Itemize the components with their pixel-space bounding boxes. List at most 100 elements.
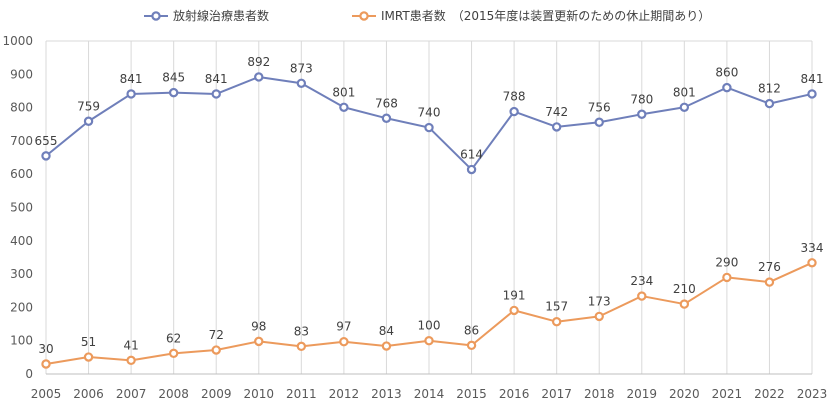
y-tick-label: 0 bbox=[25, 367, 33, 381]
data-label: 234 bbox=[630, 274, 653, 288]
data-point bbox=[807, 89, 817, 99]
data-point bbox=[637, 109, 647, 119]
data-label: 614 bbox=[460, 148, 483, 162]
y-tick-label: 600 bbox=[10, 167, 33, 181]
x-tick-label: 2013 bbox=[371, 387, 402, 401]
x-tick-label: 2017 bbox=[541, 387, 572, 401]
data-point bbox=[466, 164, 477, 175]
data-label: 173 bbox=[588, 294, 611, 308]
data-label: 873 bbox=[290, 61, 313, 75]
x-tick-label: 2014 bbox=[414, 387, 445, 401]
data-point bbox=[168, 87, 179, 98]
y-tick-label: 500 bbox=[10, 201, 33, 215]
data-point bbox=[509, 106, 519, 117]
data-point bbox=[424, 336, 434, 346]
data-label: 892 bbox=[247, 55, 270, 69]
data-label: 841 bbox=[120, 72, 143, 86]
data-label: 290 bbox=[715, 255, 738, 269]
data-label: 62 bbox=[166, 331, 181, 345]
data-point bbox=[722, 272, 732, 283]
data-label: 41 bbox=[123, 338, 138, 352]
data-label: 801 bbox=[673, 85, 696, 99]
y-tick-label: 700 bbox=[10, 134, 33, 148]
data-point bbox=[594, 117, 604, 127]
data-point bbox=[722, 82, 732, 93]
data-label: 51 bbox=[81, 335, 96, 349]
data-point bbox=[551, 317, 562, 327]
data-label: 72 bbox=[209, 328, 224, 342]
data-label: 768 bbox=[375, 96, 398, 110]
data-label: 334 bbox=[801, 241, 824, 255]
series-group bbox=[41, 72, 817, 369]
data-label: 157 bbox=[545, 300, 568, 314]
data-label: 98 bbox=[251, 319, 266, 333]
data-label: 210 bbox=[673, 282, 696, 296]
legend-marker bbox=[151, 11, 161, 21]
data-point bbox=[594, 311, 604, 322]
y-tick-label: 1000 bbox=[2, 34, 33, 48]
data-point bbox=[466, 340, 477, 351]
legend-marker bbox=[359, 11, 369, 21]
data-point bbox=[339, 336, 349, 347]
data-label: 756 bbox=[588, 100, 611, 114]
data-point bbox=[339, 102, 349, 112]
x-tick-label: 2010 bbox=[244, 387, 275, 401]
data-label: 742 bbox=[545, 105, 568, 119]
data-point bbox=[211, 89, 221, 99]
data-point bbox=[551, 122, 562, 132]
data-point bbox=[254, 72, 264, 82]
x-tick-label: 2020 bbox=[669, 387, 700, 401]
x-tick-label: 2022 bbox=[754, 387, 785, 401]
x-tick-label: 2008 bbox=[158, 387, 189, 401]
data-point bbox=[83, 352, 94, 362]
data-label: 83 bbox=[294, 324, 309, 338]
data-point bbox=[254, 336, 264, 347]
data-label: 30 bbox=[38, 342, 53, 356]
data-label: 655 bbox=[35, 134, 58, 148]
data-point bbox=[381, 341, 392, 351]
x-tick-label: 2012 bbox=[329, 387, 360, 401]
data-label: 86 bbox=[464, 323, 479, 337]
data-label: 759 bbox=[77, 99, 100, 113]
data-label: 780 bbox=[630, 92, 653, 106]
legend-label: IMRT患者数 （2015年度は装置更新のための休止期間あり） bbox=[381, 8, 710, 23]
y-axis: 0 100 200 300 400 500 600 700 800 900 1000 bbox=[2, 34, 33, 381]
data-label: 100 bbox=[418, 319, 441, 333]
y-tick-label: 800 bbox=[10, 101, 33, 115]
x-tick-label: 2015 bbox=[456, 387, 487, 401]
data-point bbox=[41, 151, 51, 161]
data-point bbox=[296, 341, 307, 352]
data-point bbox=[509, 305, 519, 316]
data-label: 740 bbox=[418, 106, 441, 120]
x-tick-label: 2006 bbox=[73, 387, 104, 401]
x-tick-label: 2009 bbox=[201, 387, 232, 401]
data-point bbox=[807, 258, 817, 268]
data-point bbox=[424, 122, 434, 133]
data-label: 801 bbox=[332, 85, 355, 99]
legend-label: 放射線治療患者数 bbox=[173, 8, 269, 23]
data-label: 860 bbox=[715, 66, 738, 80]
data-point bbox=[679, 102, 690, 112]
data-point bbox=[83, 116, 94, 126]
data-label: 191 bbox=[503, 288, 526, 302]
data-point bbox=[211, 345, 221, 355]
legend: 放射線治療患者数 IMRT患者数 （2015年度は装置更新のための休止期間あり） bbox=[144, 8, 710, 23]
y-tick-label: 100 bbox=[10, 334, 33, 348]
data-label: 84 bbox=[379, 324, 394, 338]
data-point bbox=[126, 89, 136, 99]
y-tick-label: 900 bbox=[10, 67, 33, 81]
x-tick-label: 2018 bbox=[584, 387, 615, 401]
data-label: 97 bbox=[336, 320, 351, 334]
data-point bbox=[679, 299, 690, 309]
x-tick-label: 2005 bbox=[31, 387, 62, 401]
data-point bbox=[381, 113, 392, 123]
x-axis: 2005 2006 2007 2008 2009 2010 2011 2012 2013 2014… bbox=[31, 387, 828, 401]
y-tick-label: 200 bbox=[10, 300, 33, 314]
x-tick-label: 2023 bbox=[797, 387, 828, 401]
data-point bbox=[637, 291, 647, 301]
data-point bbox=[168, 348, 179, 359]
data-label: 276 bbox=[758, 260, 781, 274]
x-tick-label: 2019 bbox=[627, 387, 658, 401]
x-tick-label: 2021 bbox=[712, 387, 743, 401]
